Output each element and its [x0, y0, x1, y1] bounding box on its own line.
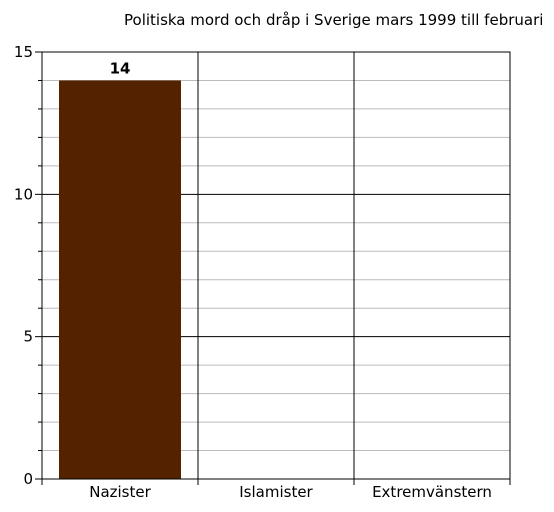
- axes: [35, 51, 511, 485]
- chart-title: Politiska mord och dråp i Sverige mars 1…: [124, 11, 543, 29]
- category-label: Nazister: [89, 483, 151, 501]
- y-tick-label: 0: [23, 470, 33, 488]
- bar-value-label: 14: [110, 59, 131, 77]
- y-tick-label: 10: [14, 185, 33, 203]
- category-label: Extremvänstern: [372, 483, 492, 501]
- bar-nazister: [59, 80, 181, 479]
- bars: [59, 80, 181, 479]
- y-tick-label: 15: [14, 43, 33, 61]
- y-tick-label: 5: [23, 328, 33, 346]
- category-label: Islamister: [239, 483, 313, 501]
- plot-frame: [41, 51, 511, 480]
- labels: 0 5 10 15 Nazister Islamister Extremvänstern 14: [14, 43, 492, 501]
